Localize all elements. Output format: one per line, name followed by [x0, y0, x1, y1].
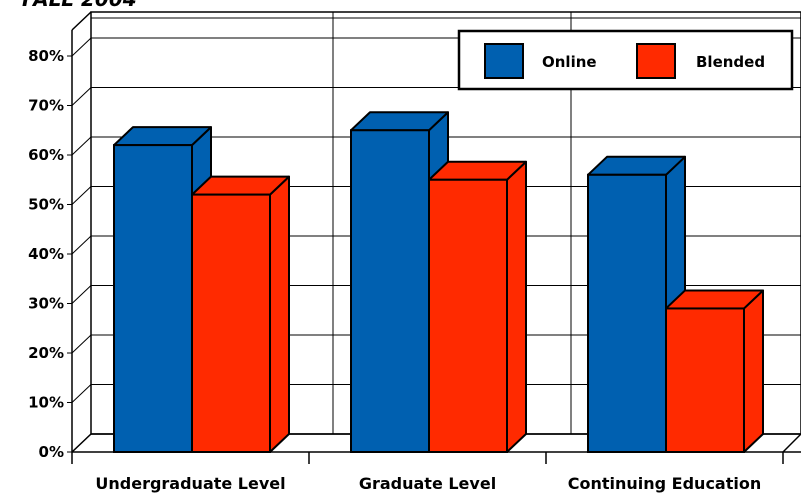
y-tick-label: 40%: [28, 245, 64, 263]
bar-front: [665, 307, 745, 454]
floor-right-edge: [782, 433, 801, 453]
y-tick-label: 20%: [28, 344, 64, 362]
bar-front: [350, 129, 430, 453]
x-category-undergraduate-level: Undergraduate Level: [95, 474, 285, 493]
legend-label-online: Online: [542, 53, 597, 71]
gridline-side-5: [71, 186, 92, 205]
x-axis-categories: Undergraduate Level Graduate Level Continu…: [71, 452, 784, 493]
bar-blended-continuing-education: [665, 289, 764, 454]
x-category-continuing-education: Continuing Education: [568, 474, 762, 493]
y-tick-label: 80%: [28, 47, 64, 65]
bar-front: [191, 193, 271, 453]
bar-side: [743, 289, 764, 453]
y-tick-label: 30%: [28, 295, 64, 313]
gridline-side-4: [71, 235, 92, 255]
side-wall-top: [71, 11, 92, 31]
y-tick-label: 10%: [28, 394, 64, 412]
gridline-side-2: [71, 334, 92, 354]
legend-swatch-blended: [636, 43, 676, 79]
gridline-side-3: [71, 285, 92, 304]
bar-side: [269, 175, 290, 453]
bar-blended-graduate-level: [428, 160, 527, 453]
chart-title: FALL 2004: [22, 0, 137, 11]
y-tick-label: 50%: [28, 196, 64, 214]
gridline-side-7: [71, 87, 92, 106]
bar-blended-undergraduate-level: [191, 175, 290, 453]
y-tick-label: 0%: [39, 443, 64, 461]
bars: [113, 111, 764, 454]
floor-left-edge: [71, 433, 92, 453]
legend-box: [457, 29, 794, 91]
legend-label-blended: Blended: [696, 53, 765, 71]
y-tick-label: 60%: [28, 146, 64, 164]
legend-swatch-online: [484, 43, 524, 79]
legend: Online Blended: [457, 29, 794, 91]
bar-front: [428, 178, 508, 453]
bar-front: [113, 144, 193, 453]
gridline-side-8: [71, 37, 92, 57]
bar-front: [587, 173, 667, 454]
gridline-side-1: [71, 384, 92, 403]
x-category-graduate-level: Graduate Level: [359, 474, 496, 493]
y-axis-ticks: 0% 10% 20% 30% 40% 50% 60% 70% 80%: [28, 47, 72, 461]
bar-side: [506, 160, 527, 453]
y-tick-label: 70%: [28, 97, 64, 115]
gridline-side-6: [71, 136, 92, 156]
